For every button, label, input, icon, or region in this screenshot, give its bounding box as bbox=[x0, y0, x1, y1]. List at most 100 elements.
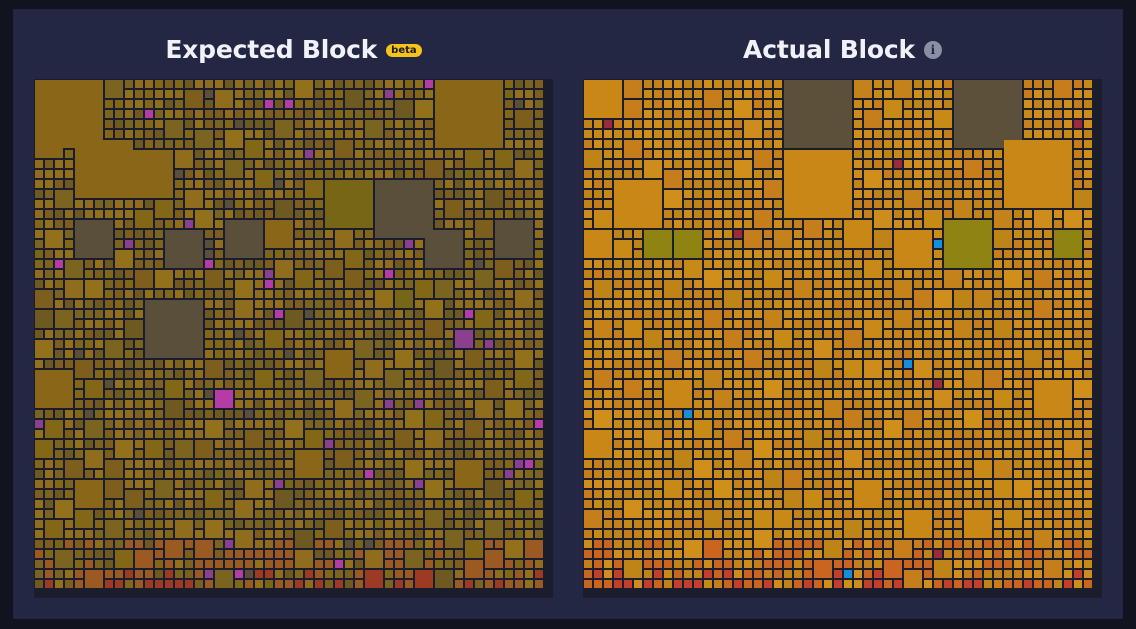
transaction-cell[interactable] bbox=[884, 440, 892, 448]
transaction-cell[interactable] bbox=[584, 220, 592, 228]
transaction-cell[interactable] bbox=[834, 350, 842, 358]
transaction-cell[interactable] bbox=[295, 80, 313, 98]
transaction-cell[interactable] bbox=[724, 420, 732, 428]
transaction-cell[interactable] bbox=[744, 550, 752, 558]
transaction-cell[interactable] bbox=[664, 140, 672, 148]
transaction-cell[interactable] bbox=[175, 280, 183, 288]
transaction-cell[interactable] bbox=[864, 540, 872, 548]
transaction-cell[interactable] bbox=[235, 270, 243, 278]
transaction-cell[interactable] bbox=[155, 580, 163, 588]
transaction-cell[interactable] bbox=[205, 340, 213, 348]
transaction-cell[interactable] bbox=[774, 580, 782, 588]
transaction-cell[interactable] bbox=[415, 310, 423, 318]
transaction-cell[interactable] bbox=[654, 270, 662, 278]
transaction-cell[interactable] bbox=[584, 300, 592, 308]
transaction-cell[interactable] bbox=[854, 150, 862, 158]
transaction-cell[interactable] bbox=[774, 230, 792, 248]
transaction-cell[interactable] bbox=[704, 350, 712, 358]
transaction-cell[interactable] bbox=[1004, 410, 1012, 418]
transaction-cell[interactable] bbox=[904, 170, 912, 178]
transaction-cell[interactable] bbox=[614, 490, 622, 498]
transaction-cell[interactable] bbox=[854, 430, 862, 438]
transaction-cell[interactable] bbox=[445, 460, 453, 468]
transaction-cell[interactable] bbox=[664, 570, 672, 578]
transaction-cell[interactable] bbox=[944, 330, 952, 338]
transaction-cell[interactable] bbox=[135, 90, 143, 98]
transaction-cell[interactable] bbox=[405, 80, 413, 88]
transaction-cell[interactable] bbox=[1054, 100, 1062, 108]
transaction-cell[interactable] bbox=[305, 180, 323, 198]
transaction-cell[interactable] bbox=[914, 310, 922, 318]
transaction-cell[interactable] bbox=[315, 280, 323, 288]
transaction-cell[interactable] bbox=[894, 390, 902, 398]
transaction-cell[interactable] bbox=[85, 330, 93, 338]
transaction-cell[interactable] bbox=[744, 390, 752, 398]
transaction-cell[interactable] bbox=[764, 100, 772, 108]
transaction-cell[interactable] bbox=[395, 580, 403, 588]
transaction-cell[interactable] bbox=[754, 370, 762, 378]
transaction-cell[interactable] bbox=[155, 390, 163, 398]
transaction-cell[interactable] bbox=[285, 480, 293, 488]
transaction-cell[interactable] bbox=[385, 330, 393, 338]
transaction-cell[interactable] bbox=[355, 340, 373, 358]
transaction-cell[interactable] bbox=[35, 270, 43, 278]
transaction-cell[interactable] bbox=[744, 500, 752, 508]
transaction-cell[interactable] bbox=[95, 300, 103, 308]
transaction-cell[interactable] bbox=[734, 90, 742, 98]
transaction-cell[interactable] bbox=[734, 150, 742, 158]
transaction-cell[interactable] bbox=[335, 510, 343, 518]
transaction-cell[interactable] bbox=[305, 110, 313, 118]
transaction-cell[interactable] bbox=[515, 140, 523, 148]
transaction-cell[interactable] bbox=[75, 300, 83, 308]
transaction-cell[interactable] bbox=[55, 170, 63, 178]
transaction-cell[interactable] bbox=[734, 130, 742, 138]
transaction-cell[interactable] bbox=[235, 480, 243, 488]
transaction-cell[interactable] bbox=[864, 280, 872, 288]
transaction-cell[interactable] bbox=[135, 400, 143, 408]
transaction-cell[interactable] bbox=[275, 360, 283, 368]
transaction-cell[interactable] bbox=[1074, 500, 1082, 508]
transaction-cell[interactable] bbox=[415, 340, 423, 348]
transaction-cell[interactable] bbox=[295, 130, 303, 138]
transaction-cell[interactable] bbox=[824, 260, 832, 268]
transaction-cell[interactable] bbox=[275, 290, 283, 298]
transaction-cell[interactable] bbox=[914, 380, 922, 388]
transaction-cell[interactable] bbox=[924, 350, 932, 358]
transaction-cell[interactable] bbox=[405, 170, 413, 178]
transaction-cell[interactable] bbox=[854, 180, 862, 188]
transaction-cell[interactable] bbox=[1084, 140, 1092, 148]
transaction-cell[interactable] bbox=[395, 570, 403, 578]
transaction-cell[interactable] bbox=[634, 460, 642, 468]
transaction-cell[interactable] bbox=[1034, 420, 1042, 428]
actual-block-treemap[interactable] bbox=[583, 79, 1102, 598]
transaction-cell[interactable] bbox=[1084, 440, 1092, 448]
transaction-cell[interactable] bbox=[235, 420, 243, 428]
transaction-cell[interactable] bbox=[435, 150, 443, 158]
transaction-cell[interactable] bbox=[754, 110, 762, 118]
transaction-cell[interactable] bbox=[1014, 440, 1022, 448]
transaction-cell[interactable] bbox=[904, 100, 912, 108]
transaction-cell[interactable] bbox=[984, 280, 992, 288]
transaction-cell[interactable] bbox=[914, 390, 922, 398]
transaction-cell[interactable] bbox=[365, 470, 373, 478]
transaction-cell[interactable] bbox=[774, 80, 782, 88]
transaction-cell[interactable] bbox=[774, 330, 792, 348]
transaction-cell[interactable] bbox=[155, 460, 163, 468]
transaction-cell[interactable] bbox=[964, 270, 972, 278]
transaction-cell[interactable] bbox=[824, 530, 832, 538]
transaction-cell[interactable] bbox=[395, 470, 403, 478]
transaction-cell[interactable] bbox=[45, 520, 63, 538]
transaction-cell[interactable] bbox=[115, 250, 133, 268]
transaction-cell[interactable] bbox=[594, 460, 602, 468]
transaction-cell[interactable] bbox=[874, 90, 882, 98]
transaction-cell[interactable] bbox=[315, 240, 323, 248]
transaction-cell[interactable] bbox=[654, 360, 662, 368]
transaction-cell[interactable] bbox=[295, 140, 303, 148]
transaction-cell[interactable] bbox=[245, 580, 253, 588]
transaction-cell[interactable] bbox=[694, 110, 702, 118]
transaction-cell[interactable] bbox=[215, 190, 223, 198]
transaction-cell[interactable] bbox=[225, 320, 233, 328]
transaction-cell[interactable] bbox=[834, 520, 842, 528]
transaction-cell[interactable] bbox=[105, 410, 113, 418]
transaction-cell[interactable] bbox=[265, 150, 273, 158]
